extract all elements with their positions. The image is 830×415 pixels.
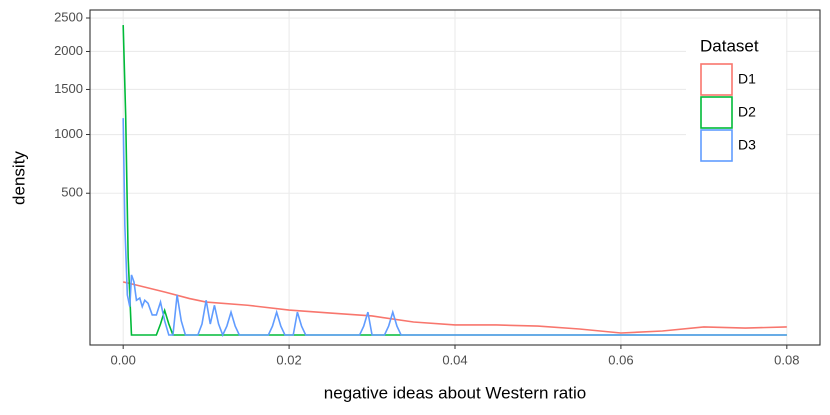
- density-line: [122, 25, 787, 336]
- y-tick-label: 2000: [54, 43, 83, 58]
- legend-label: D1: [738, 71, 756, 87]
- legend-key: [700, 63, 733, 96]
- y-tick-label: 1500: [54, 81, 83, 96]
- density-line: [122, 281, 787, 334]
- x-tick-label: 0.04: [442, 352, 467, 367]
- y-tick-label: 2500: [54, 9, 83, 24]
- density-line: [122, 118, 787, 338]
- legend-label: D3: [738, 137, 756, 153]
- legend-label: D2: [738, 104, 756, 120]
- legend-key: [700, 129, 733, 162]
- y-tick-label: 1000: [54, 126, 83, 141]
- panel-border: [89, 9, 821, 346]
- y-tick-label: 500: [61, 185, 83, 200]
- x-tick-label: 0.08: [774, 352, 799, 367]
- x-tick-label: 0.02: [276, 352, 301, 367]
- legend-key: [700, 96, 733, 129]
- legend: Dataset D1 D2 D3: [686, 30, 786, 170]
- x-tick-label: 0.00: [111, 352, 136, 367]
- y-axis-title: density: [9, 151, 28, 205]
- x-axis-title: negative ideas about Western ratio: [324, 383, 586, 402]
- x-tick-label: 0.06: [608, 352, 633, 367]
- legend-title: Dataset: [700, 36, 759, 55]
